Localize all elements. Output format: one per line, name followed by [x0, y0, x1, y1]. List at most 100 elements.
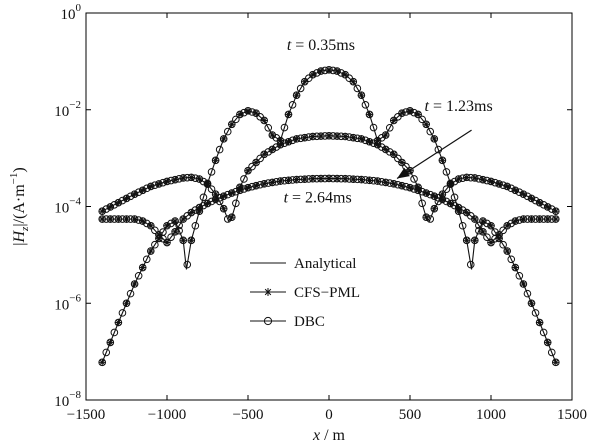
dbc-marker — [418, 199, 426, 208]
dbc-marker — [199, 201, 208, 210]
cfs-pml-marker — [357, 135, 365, 143]
dbc-marker — [167, 219, 175, 228]
time-annotation: t = 1.23ms — [425, 98, 493, 115]
dbc-marker — [426, 127, 435, 136]
cfs-pml-marker — [284, 138, 293, 146]
legend-entry: DBC — [250, 314, 325, 330]
cfs-pml-marker — [301, 78, 309, 86]
cfs-pml-marker — [406, 184, 414, 192]
dbc-marker — [296, 84, 305, 93]
cfs-pml-marker — [365, 110, 374, 119]
cfs-pml-marker — [106, 338, 114, 347]
cfs-pml-marker — [487, 222, 495, 230]
dbc-marker — [110, 328, 119, 337]
cfs-pml-marker — [260, 116, 268, 125]
dbc-marker — [458, 221, 467, 230]
cfs-pml-marker — [131, 215, 139, 223]
dbc-marker — [499, 226, 507, 235]
cfs-pml-marker — [357, 91, 365, 99]
cfs-pml-marker — [544, 338, 552, 347]
cfs-pml-marker — [187, 236, 195, 244]
dbc-marker — [110, 200, 119, 209]
dbc-marker — [207, 197, 216, 206]
cfs-pml-marker — [293, 135, 301, 143]
cfs-pml-marker — [317, 132, 325, 140]
cfs-pml-marker — [139, 217, 147, 225]
cfs-pml-marker — [276, 141, 284, 149]
cfs-pml-marker — [438, 156, 446, 164]
cfs-pml-marker — [341, 132, 349, 141]
cfs-pml-marker — [503, 222, 511, 230]
cfs-pml-marker — [382, 178, 390, 187]
dbc-marker — [531, 196, 540, 205]
cfs-pml-marker — [544, 215, 552, 223]
dbc-marker — [151, 226, 159, 235]
dbc-marker — [191, 206, 200, 214]
cfs-pml-marker — [511, 186, 519, 194]
legend-label: DBC — [294, 314, 325, 330]
cfs-pml-marker — [357, 175, 365, 184]
dbc-marker — [126, 192, 135, 201]
cfs-pml-marker — [244, 184, 252, 192]
dbc-marker — [410, 108, 418, 117]
cfs-pml-marker — [195, 203, 203, 212]
cfs-pml-marker — [301, 175, 309, 183]
dbc-marker — [385, 148, 394, 156]
cfs-pml-marker — [122, 299, 131, 307]
cfs-pml-marker — [471, 174, 479, 182]
cfs-pml-marker — [349, 175, 357, 183]
dbc-marker — [313, 69, 321, 77]
cfs-pml-marker — [511, 217, 519, 225]
dbc-marker — [134, 271, 143, 280]
cfs-pml-marker — [171, 176, 179, 184]
cfs-pml-marker — [438, 195, 446, 204]
cfs-pml-marker — [479, 176, 487, 184]
cfs-pml-marker — [252, 182, 260, 190]
dbc-marker — [232, 115, 240, 124]
cfs-pml-marker — [228, 120, 236, 128]
cfs-pml-marker — [293, 175, 301, 184]
dbc-marker — [483, 233, 491, 241]
cfs-pml-marker — [511, 263, 519, 272]
dbc-marker — [458, 206, 467, 214]
cfs-pml-marker — [155, 180, 163, 188]
dbc-marker — [434, 194, 443, 202]
dbc-marker — [450, 201, 459, 210]
cfs-pml-marker — [536, 215, 544, 223]
cfs-pml-marker — [487, 177, 495, 186]
cfs-pml-marker — [163, 177, 171, 186]
cfs-pml-marker — [179, 174, 187, 182]
dbc-marker — [126, 289, 135, 298]
cfs-pml-marker — [471, 236, 479, 244]
cfs-pml-marker — [139, 186, 147, 194]
plot-series — [98, 65, 560, 367]
cfs-pml-marker — [268, 178, 276, 187]
cfs-pml-marker — [495, 180, 503, 188]
cfs-pml-marker — [236, 186, 244, 194]
dbc-marker — [191, 221, 200, 230]
cfs-pml-marker — [406, 107, 414, 115]
dbc-marker — [134, 188, 143, 197]
dbc-marker — [426, 190, 435, 199]
arrow-line — [396, 129, 472, 179]
cfs-pml-marker — [236, 110, 244, 119]
cfs-pml-marker — [390, 150, 398, 158]
cfs-pml-marker — [252, 158, 260, 167]
cfs-pml-marker — [446, 180, 455, 188]
cfs-pml-marker — [252, 109, 260, 117]
dbc-marker — [539, 200, 548, 209]
cfs-pml-marker — [349, 78, 357, 86]
cfs-pml-marker — [463, 236, 471, 244]
dbc-marker — [442, 185, 451, 193]
analytical-line-2.64ms — [102, 177, 556, 244]
dbc-marker — [450, 177, 459, 186]
cfs-pml-marker — [228, 189, 236, 197]
dbc-marker — [256, 154, 264, 163]
dbc-marker — [353, 84, 362, 93]
cfs-pml-marker — [147, 182, 155, 191]
dbc-marker — [199, 177, 208, 186]
dbc-marker — [531, 309, 540, 317]
dbc-marker — [475, 221, 483, 230]
dbc-marker — [215, 145, 224, 154]
cfs-pml-marker — [519, 215, 527, 223]
